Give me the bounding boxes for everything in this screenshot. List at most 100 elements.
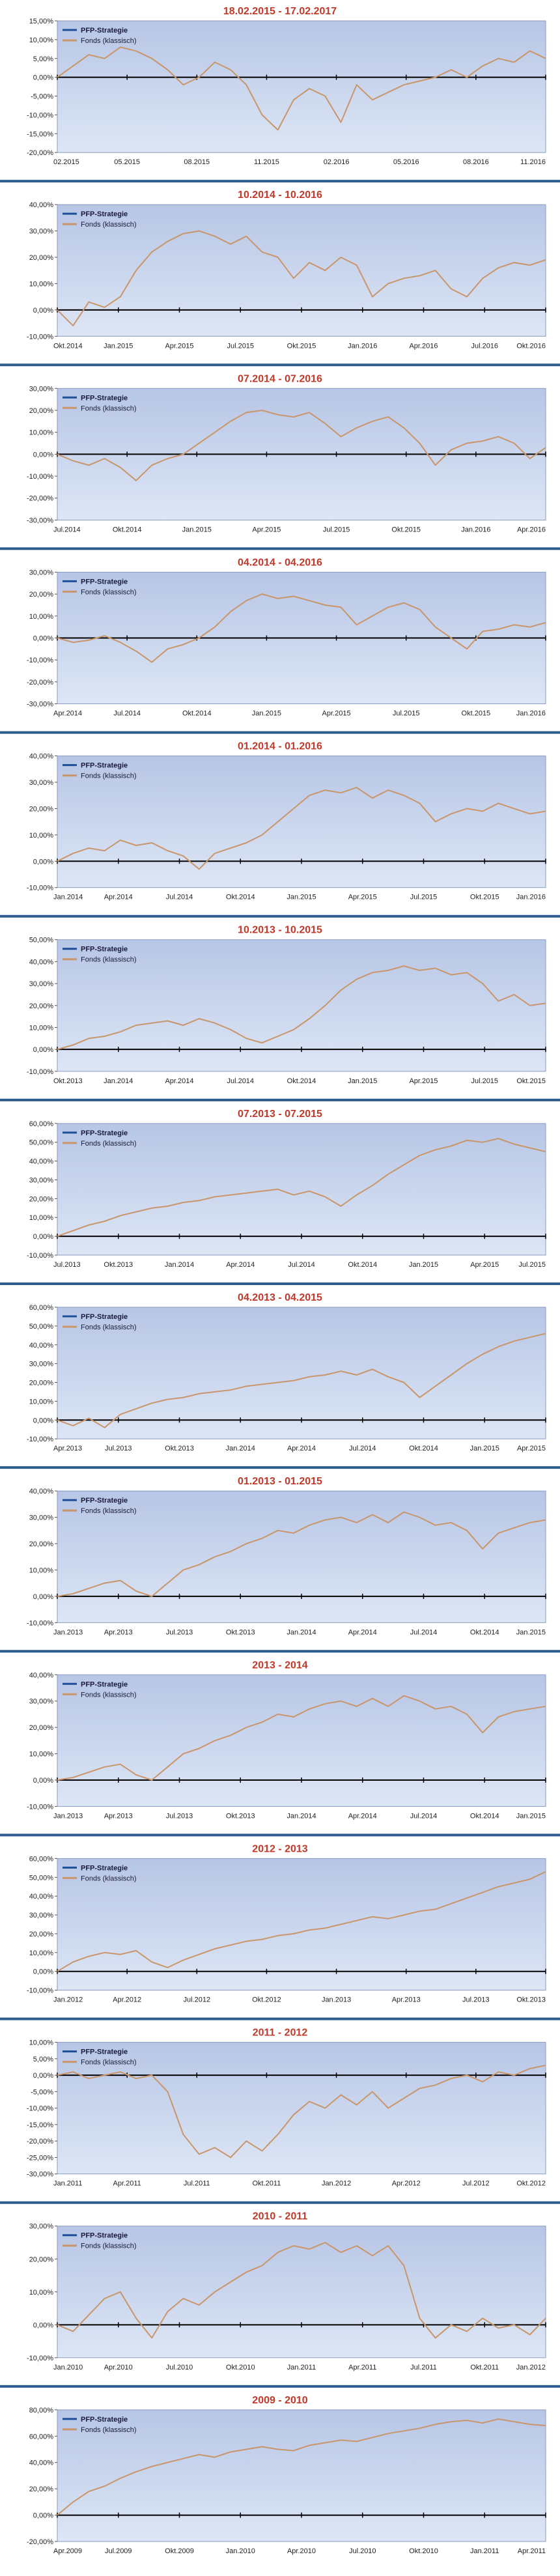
legend-label: Fonds (klassisch) [81,1875,137,1882]
x-tick-label: Jul.2014 [410,1812,438,1820]
x-tick-label: Jul.2015 [227,342,254,350]
x-tick-label: Jan.2011 [53,2180,82,2188]
x-tick-label: Apr.2015 [470,1261,499,1269]
x-tick-label: Jul.2013 [53,1261,81,1269]
x-tick-label: Apr.2013 [53,1445,82,1452]
x-tick-label: Okt.2015 [287,342,316,350]
y-tick-label: 20,00% [29,1540,54,1548]
y-tick-label: 5,00% [33,2056,53,2063]
chart-title: 10.2014 - 10.2016 [238,190,322,201]
x-tick-label: Jan.2014 [287,1812,316,1820]
x-tick-label: Okt.2014 [53,342,83,350]
plot-area [57,1858,546,1991]
x-tick-label: Okt.2014 [113,526,142,533]
legend-label: Fonds (klassisch) [81,956,137,964]
x-tick-label: 02.2015 [53,158,79,166]
x-tick-label: Okt.2011 [470,2364,499,2371]
chart-title: 2013 - 2014 [252,1660,308,1671]
series-line-fonds [57,1511,546,1597]
y-tick-label: 30,00% [29,1698,54,1706]
x-tick-label: Jan.2011 [470,2547,499,2555]
y-tick-label: 30,00% [29,779,54,787]
y-tick-label: 0,00% [33,2321,53,2329]
y-tick-label: 10,00% [29,280,54,288]
chart-title: 04.2014 - 04.2016 [238,557,322,568]
y-tick-label: 0,00% [33,1046,53,1054]
series-line-fonds [57,1333,546,1428]
x-tick-label: Okt.2009 [165,2547,194,2555]
x-tick-label: Jul.2011 [410,2364,437,2371]
chart-title: 10.2013 - 10.2015 [238,925,322,936]
series-line-fonds [57,2064,546,2158]
y-tick-label: -15,00% [27,2121,53,2129]
legend-label: PFP-Strategie [81,210,128,218]
x-tick-label: 05.2015 [114,158,140,166]
legend-label: PFP-Strategie [81,1129,128,1137]
x-tick-label: Okt.2015 [391,526,421,533]
x-tick-label: Okt.2013 [53,1077,83,1085]
y-tick-label: 40,00% [29,2459,54,2467]
x-tick-label: Jan.2012 [322,2180,351,2188]
y-tick-label: 40,00% [29,1342,54,1350]
chart-panel-4: 04.2014 - 04.2016 30,00% 20,00% 10,00% 0,00%… [0,557,560,734]
x-tick-label: Jan.2014 [226,1445,255,1452]
y-tick-label: -5,00% [31,93,53,101]
x-tick-label: Apr.2016 [409,342,438,350]
y-tick-label: -10,00% [27,111,53,119]
y-tick-label: 10,00% [29,1949,54,1957]
x-tick-label: Jan.2010 [53,2364,83,2371]
x-tick-label: Apr.2013 [104,1812,133,1820]
x-tick-label: Jul.2014 [288,1261,315,1269]
legend-label: Fonds (klassisch) [81,772,137,780]
y-tick-label: 50,00% [29,937,54,944]
y-tick-label: 10,00% [29,2039,54,2047]
series-line-fonds [57,2418,546,2516]
legend-label: PFP-Strategie [81,1864,128,1872]
x-tick-label: Apr.2012 [392,2180,421,2188]
y-tick-label: 10,00% [29,1214,54,1222]
y-tick-label: -15,00% [27,130,53,138]
legend-label: Fonds (klassisch) [81,404,137,412]
y-tick-label: 0,00% [33,1233,53,1241]
x-tick-label: Jan.2014 [287,1628,316,1636]
legend-label: PFP-Strategie [81,2048,128,2056]
x-tick-label: Apr.2011 [113,2180,141,2188]
y-tick-label: 10,00% [29,429,54,437]
x-tick-label: Okt.2010 [409,2547,438,2555]
y-tick-label: 30,00% [29,1176,54,1184]
x-tick-label: Apr.2014 [348,1812,377,1820]
chart-title: 2012 - 2013 [252,1843,308,1854]
y-tick-label: -10,00% [27,473,53,481]
y-tick-label: 40,00% [29,958,54,966]
x-tick-label: Apr.2015 [252,526,281,533]
y-tick-label: 5,00% [33,55,53,63]
plot-area [57,1123,546,1256]
y-tick-label: -10,00% [27,885,53,892]
chart-panel-6: 10.2013 - 10.2015 50,00% 40,00% 30,00% 20,00… [0,925,560,1101]
x-tick-label: Jan.2016 [516,710,546,718]
x-tick-label: Jan.2015 [470,1445,499,1452]
y-tick-label: 40,00% [29,1158,54,1166]
legend-label: Fonds (klassisch) [81,37,137,45]
x-tick-label: Apr.2010 [104,2364,133,2371]
y-tick-label: -10,00% [27,1987,53,1995]
y-tick-label: -10,00% [27,1803,53,1811]
x-tick-label: Jan.2014 [165,1261,194,1269]
x-tick-label: Jan.2015 [104,342,133,350]
legend-label: Fonds (klassisch) [81,1691,137,1699]
x-tick-label: Okt.2013 [165,1445,194,1452]
legend-label: Fonds (klassisch) [81,2243,137,2250]
y-tick-label: 20,00% [29,1380,54,1387]
legend-label: Fonds (klassisch) [81,1323,137,1331]
y-tick-label: 40,00% [29,1488,54,1495]
plot-area [57,20,546,153]
x-tick-label: Jan.2014 [104,1077,133,1085]
x-tick-label: Okt.2013 [226,1812,255,1820]
y-tick-label: 10,00% [29,1398,54,1406]
chart-panel-7: 07.2013 - 07.2015 60,00% 50,00% 40,00% 30,00… [0,1109,560,1285]
x-tick-label: Jul.2013 [166,1812,193,1820]
x-tick-label: Jul.2015 [323,526,350,533]
legend-label: PFP-Strategie [81,1680,128,1688]
legend-label: PFP-Strategie [81,762,128,770]
y-tick-label: 0,00% [33,635,53,643]
